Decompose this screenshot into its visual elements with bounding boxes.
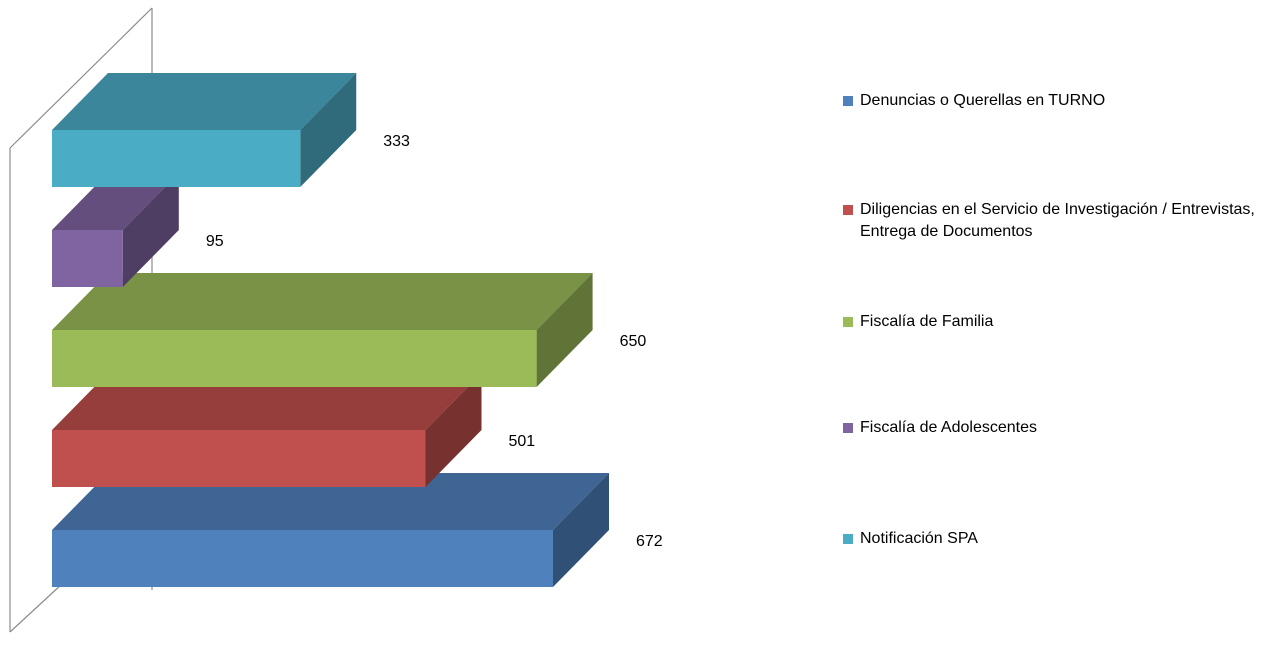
legend-swatch — [843, 96, 853, 106]
bar — [52, 330, 537, 387]
legend-label: Denuncias o Querellas en TURNO — [860, 92, 1106, 109]
bar-top — [52, 473, 609, 530]
legend-label: Fiscalía de Familia — [860, 313, 994, 330]
bar-side — [536, 273, 593, 387]
bar — [52, 430, 426, 487]
data-label: 672 — [636, 533, 663, 550]
bar-top — [52, 73, 357, 130]
legend-item: Diligencias en el Servicio de Investigac… — [843, 199, 1263, 243]
bar-top — [52, 173, 179, 230]
data-label: 95 — [206, 233, 224, 250]
legend-item: Denuncias o Querellas en TURNO — [843, 90, 1263, 112]
legend-label: Diligencias en el Servicio de Investigac… — [860, 201, 1255, 240]
bar — [52, 230, 123, 287]
legend-swatch — [843, 534, 853, 544]
bar-top — [52, 273, 593, 330]
bar-side — [300, 73, 357, 187]
legend-swatch — [843, 423, 853, 433]
data-label: 333 — [383, 133, 410, 150]
legend-item: Fiscalía de Adolescentes — [843, 417, 1263, 439]
bar-side — [122, 173, 179, 287]
data-label: 501 — [509, 433, 536, 450]
data-label: 650 — [620, 333, 647, 350]
legend-item: Notificación SPA — [843, 528, 1263, 550]
bar-top — [52, 373, 482, 430]
legend-item: Fiscalía de Familia — [843, 311, 1263, 333]
bar-side — [553, 473, 609, 587]
legend-label: Fiscalía de Adolescentes — [860, 419, 1037, 436]
bar — [52, 530, 553, 587]
legend-swatch — [843, 317, 853, 327]
bar — [52, 130, 301, 187]
legend-label: Notificación SPA — [860, 530, 978, 547]
legend-swatch — [843, 205, 853, 215]
bar-side — [425, 373, 482, 487]
